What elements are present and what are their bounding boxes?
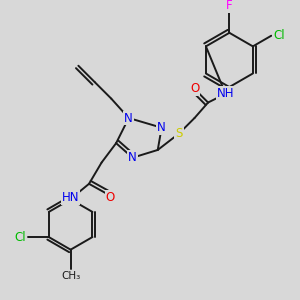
Text: N: N [128, 151, 137, 164]
Text: Cl: Cl [14, 231, 26, 244]
Text: S: S [176, 127, 183, 140]
Text: F: F [226, 0, 233, 12]
Text: NH: NH [217, 87, 234, 100]
Text: N: N [157, 121, 166, 134]
Text: CH₃: CH₃ [61, 271, 80, 281]
Text: O: O [106, 191, 115, 204]
Text: Cl: Cl [273, 29, 285, 42]
Text: N: N [124, 112, 133, 124]
Text: HN: HN [62, 191, 80, 204]
Text: O: O [190, 82, 199, 95]
